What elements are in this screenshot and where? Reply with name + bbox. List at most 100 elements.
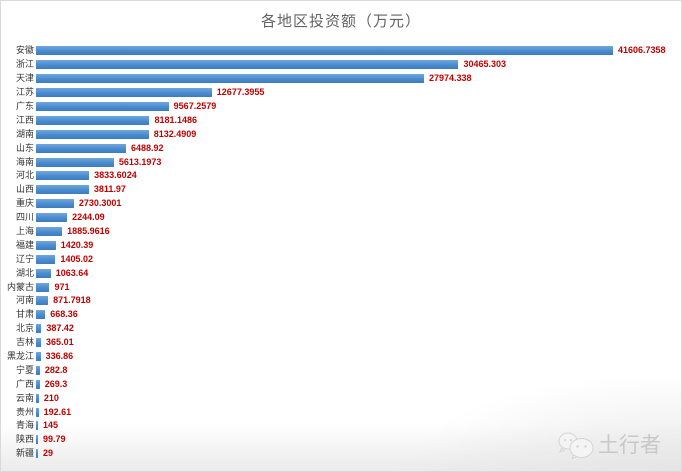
bar-track: 1420.39 bbox=[36, 238, 681, 252]
bar-track: 1885.9616 bbox=[36, 225, 681, 239]
bar bbox=[36, 435, 38, 445]
value-label: 1405.02 bbox=[60, 253, 94, 264]
chart-row: 上海 1885.9616 bbox=[3, 225, 681, 239]
chart-row: 湖北 1063.64 bbox=[3, 266, 681, 280]
value-label: 8132.4909 bbox=[153, 128, 197, 139]
bar-track: 27974.338 bbox=[36, 72, 681, 86]
category-label: 青海 bbox=[15, 420, 34, 431]
category-label: 重庆 bbox=[15, 198, 34, 209]
chart-row: 宁夏 282.8 bbox=[3, 363, 681, 377]
bar-track: 9567.2579 bbox=[36, 100, 681, 114]
category-label: 江苏 bbox=[15, 87, 34, 98]
value-label: 99.79 bbox=[43, 434, 66, 445]
chart-row: 福建 1420.39 bbox=[3, 238, 681, 252]
value-label: 9567.2579 bbox=[173, 101, 217, 111]
category-label: 湖北 bbox=[15, 267, 34, 278]
value-label: 27974.338 bbox=[428, 73, 472, 84]
chart-row: 安徽 41606.7358 bbox=[3, 44, 681, 58]
bar-track: 29 bbox=[36, 447, 681, 461]
category-label: 云南 bbox=[15, 392, 34, 403]
value-label: 29 bbox=[43, 448, 54, 459]
bar bbox=[36, 171, 90, 181]
value-label: 365.01 bbox=[46, 337, 74, 348]
chart-row: 浙江 30465.303 bbox=[3, 58, 681, 72]
category-label: 河南 bbox=[15, 295, 34, 306]
bar-track: 871.7918 bbox=[36, 294, 681, 308]
bar-track: 1063.64 bbox=[36, 266, 681, 280]
bar bbox=[36, 449, 38, 459]
value-label: 282.8 bbox=[44, 364, 68, 375]
chart-row: 江苏 12677.3955 bbox=[3, 86, 681, 100]
bar bbox=[36, 268, 51, 278]
bar-track: 269.3 bbox=[36, 377, 681, 391]
category-label: 甘肃 bbox=[15, 309, 34, 320]
bar bbox=[36, 240, 56, 250]
chart-row: 吉林 365.01 bbox=[3, 336, 681, 350]
category-label: 贵州 bbox=[15, 406, 34, 417]
bar-track: 210 bbox=[36, 391, 681, 405]
chart-row: 天津 27974.338 bbox=[3, 72, 681, 86]
chart-row: 内蒙古 971 bbox=[3, 280, 681, 294]
value-label: 387.42 bbox=[46, 323, 74, 334]
bar-track: 1405.02 bbox=[36, 252, 681, 266]
value-label: 8181.1486 bbox=[154, 114, 197, 125]
value-label: 41606.7358 bbox=[618, 45, 666, 56]
bar-track: 145 bbox=[36, 419, 681, 433]
bar bbox=[36, 60, 459, 70]
bar-track: 30465.303 bbox=[36, 58, 681, 72]
category-label: 吉林 bbox=[15, 337, 34, 348]
chart-title: 各地区投资额（万元） bbox=[260, 13, 421, 30]
category-label: 湖南 bbox=[15, 128, 34, 139]
watermark: 土行者 bbox=[557, 430, 661, 460]
chart-row: 山西 3811.97 bbox=[3, 183, 681, 197]
bar bbox=[36, 282, 50, 292]
chart-row: 湖南 8132.4909 bbox=[3, 127, 681, 141]
category-label: 内蒙古 bbox=[6, 281, 34, 292]
chart-row: 广东 9567.2579 bbox=[3, 100, 681, 114]
chart-row: 贵州 192.61 bbox=[3, 405, 681, 419]
value-label: 30465.303 bbox=[463, 59, 507, 70]
chart-row: 北京 387.42 bbox=[3, 322, 681, 336]
wechat-icon bbox=[558, 432, 594, 460]
category-label: 上海 bbox=[15, 226, 34, 237]
value-label: 1420.39 bbox=[60, 239, 94, 250]
bar bbox=[36, 199, 74, 209]
category-label: 新疆 bbox=[15, 448, 34, 459]
chart-row: 甘肃 668.36 bbox=[3, 308, 681, 322]
category-label: 辽宁 bbox=[15, 253, 34, 264]
bar-track: 3833.6024 bbox=[36, 169, 681, 183]
category-label: 北京 bbox=[15, 323, 34, 334]
bar-track: 192.61 bbox=[36, 405, 681, 419]
bar-track: 971 bbox=[36, 280, 681, 294]
value-label: 2730.3001 bbox=[78, 198, 122, 209]
chart-row: 黑龙江 336.86 bbox=[3, 350, 681, 364]
chart-row: 辽宁 1405.02 bbox=[3, 252, 681, 266]
bar bbox=[36, 296, 49, 306]
category-label: 陕西 bbox=[15, 434, 34, 445]
value-label: 192.61 bbox=[43, 406, 72, 417]
value-label: 3833.6024 bbox=[94, 170, 137, 181]
bar-track: 41606.7358 bbox=[36, 44, 681, 58]
value-label: 210 bbox=[43, 392, 59, 403]
bar bbox=[36, 393, 39, 403]
category-label: 福建 bbox=[15, 239, 34, 250]
bar bbox=[36, 143, 126, 153]
value-label: 269.3 bbox=[44, 378, 68, 389]
value-label: 2244.09 bbox=[72, 212, 105, 223]
chart-row: 重庆 2730.3001 bbox=[3, 197, 681, 211]
value-label: 6488.92 bbox=[130, 142, 164, 153]
category-label: 海南 bbox=[15, 156, 34, 167]
category-label: 黑龙江 bbox=[6, 351, 34, 362]
bar-track: 6488.92 bbox=[36, 141, 681, 155]
value-label: 145 bbox=[43, 420, 59, 431]
category-label: 浙江 bbox=[15, 59, 34, 70]
bar bbox=[36, 421, 38, 431]
category-label: 山西 bbox=[15, 184, 34, 195]
bar-track: 99.79 bbox=[36, 433, 681, 447]
bar bbox=[36, 407, 39, 417]
bar bbox=[36, 74, 424, 84]
bar bbox=[36, 352, 41, 362]
bar-track: 3811.97 bbox=[36, 183, 681, 197]
bar-track: 8181.1486 bbox=[36, 113, 681, 127]
